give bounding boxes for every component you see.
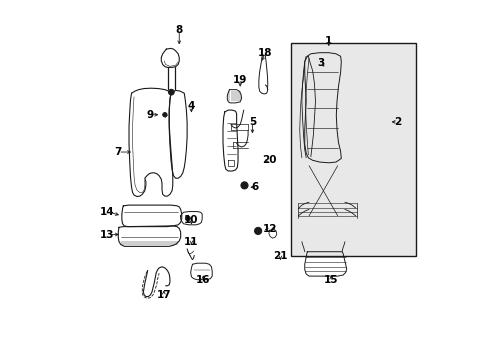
Circle shape [241, 182, 247, 189]
Circle shape [256, 229, 260, 233]
Text: 19: 19 [233, 75, 247, 85]
Text: 17: 17 [156, 291, 171, 301]
Text: 10: 10 [184, 215, 198, 225]
Circle shape [242, 184, 246, 187]
Circle shape [168, 89, 174, 95]
Circle shape [254, 227, 261, 234]
Text: 4: 4 [187, 102, 195, 112]
Text: 16: 16 [196, 275, 210, 285]
Text: 15: 15 [324, 275, 338, 285]
Text: 9: 9 [147, 110, 154, 120]
Text: 5: 5 [248, 117, 256, 127]
Text: 21: 21 [273, 251, 287, 261]
Text: 6: 6 [251, 182, 258, 192]
Text: 1: 1 [325, 36, 332, 46]
FancyBboxPatch shape [290, 43, 415, 256]
Text: 2: 2 [393, 117, 401, 127]
Circle shape [185, 216, 190, 221]
Text: 7: 7 [114, 147, 122, 157]
Text: 3: 3 [316, 58, 324, 68]
Text: 12: 12 [263, 225, 277, 234]
Text: 14: 14 [100, 207, 115, 217]
Circle shape [163, 113, 167, 117]
Text: 13: 13 [100, 230, 115, 239]
Text: 11: 11 [184, 237, 198, 247]
Text: 8: 8 [175, 25, 183, 35]
Text: 18: 18 [258, 48, 272, 58]
Text: 20: 20 [261, 155, 276, 165]
